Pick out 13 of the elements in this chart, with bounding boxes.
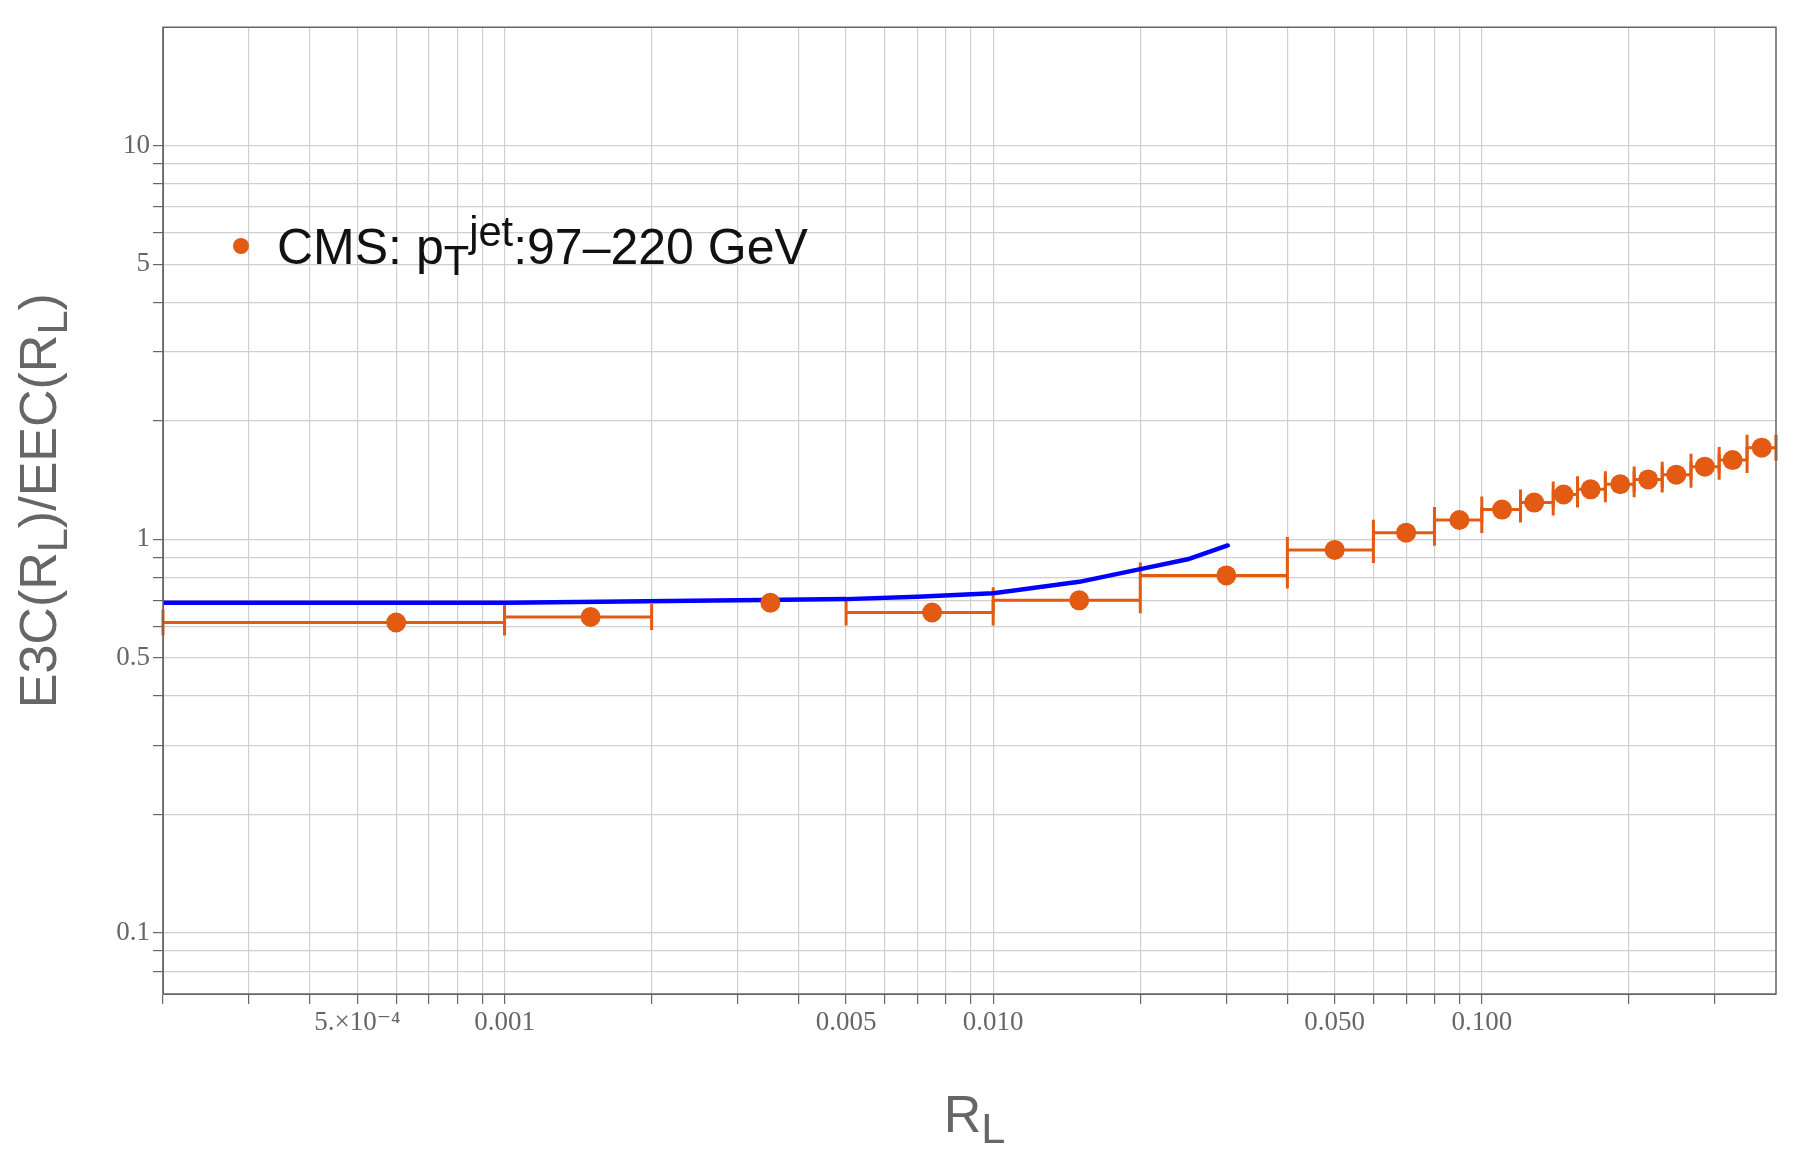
x-tick-label: 0.010: [962, 1006, 1024, 1037]
y-tick-label: 5: [136, 247, 150, 278]
x-tick-label: 0.100: [1451, 1006, 1513, 1037]
x-tick-label: 0.050: [1304, 1006, 1366, 1037]
x-tick-label: 5.×10⁻⁴: [314, 1006, 401, 1037]
y-tick-label: 10: [123, 128, 150, 159]
y-tick-label: 0.1: [116, 916, 150, 947]
x-tick-label: 0.005: [815, 1006, 877, 1037]
x-tick-label: 0.001: [474, 1006, 535, 1037]
legend-label: CMS: p$_{T}$$^{jet}$:97–220 GeV: [277, 208, 808, 285]
y-tick-label: 1: [136, 522, 150, 553]
x-axis-title: R$_{L}$: [943, 1085, 1006, 1153]
y-tick-label: 0.5: [116, 640, 150, 671]
